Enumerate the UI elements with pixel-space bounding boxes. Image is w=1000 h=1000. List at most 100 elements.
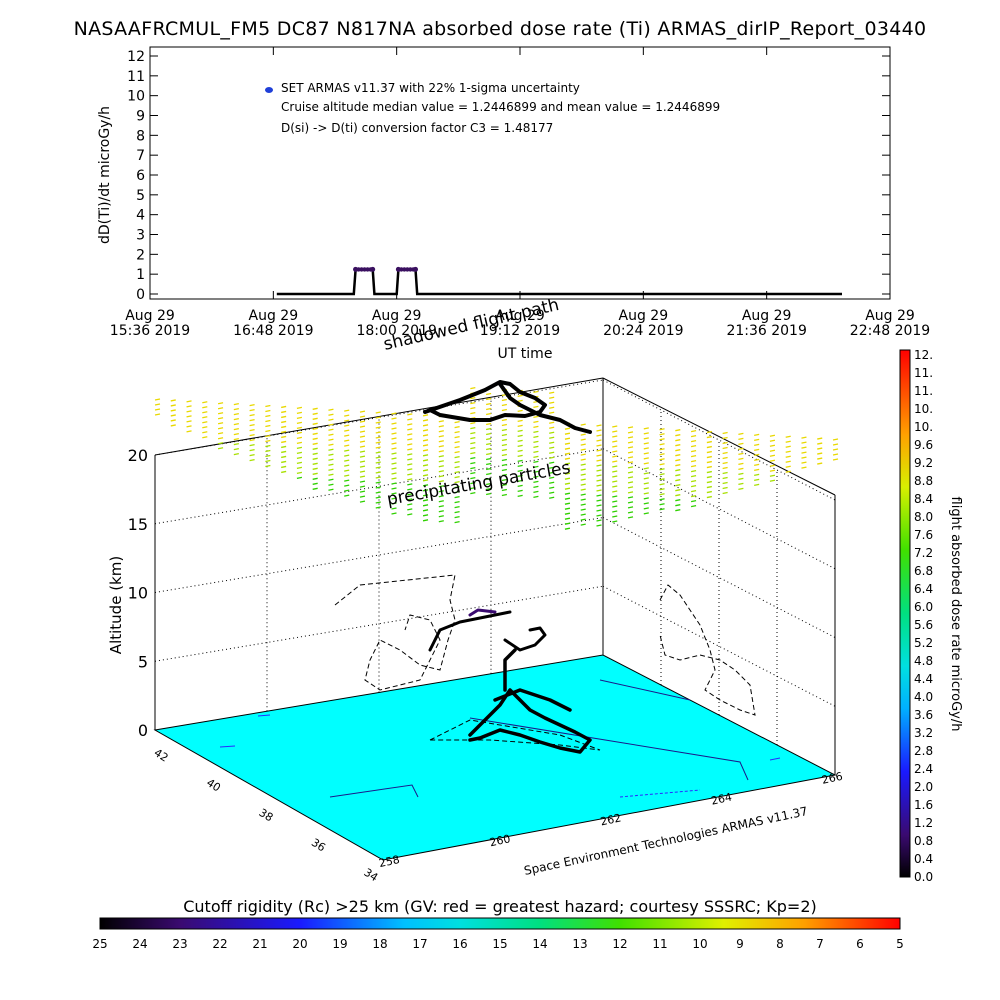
radiation-dash <box>533 455 539 458</box>
y-tick-label: 7 <box>136 148 145 164</box>
radiation-dash <box>407 488 413 491</box>
radiation-dash <box>612 455 618 458</box>
radiation-dash <box>375 411 381 414</box>
radiation-dash <box>817 437 823 440</box>
radiation-dash <box>470 466 476 470</box>
y-axis-label: dD(Ti)/dt microGy/h <box>97 106 113 244</box>
radiation-dash <box>438 500 444 503</box>
radiation-dash <box>659 453 665 456</box>
radiation-dash <box>296 406 303 410</box>
radiation-dash <box>296 456 303 460</box>
radiation-dash <box>438 480 444 483</box>
radiation-dash <box>407 483 413 486</box>
radiation-dash <box>470 421 476 425</box>
radiation-dash <box>643 502 649 505</box>
radiation-dash <box>281 405 287 409</box>
radiation-dash <box>517 484 523 488</box>
radiation-dash <box>328 438 334 441</box>
radiation-dash <box>454 461 460 464</box>
radiation-dash <box>454 521 460 524</box>
radiation-dash <box>832 443 839 446</box>
radiation-dash <box>675 499 681 502</box>
radiation-dash <box>596 474 602 477</box>
radiation-dash <box>375 486 381 489</box>
radiation-dash <box>422 489 429 492</box>
y-tick-label: 3 <box>136 228 145 244</box>
right-colorbar-tick: 12. <box>914 348 933 362</box>
radiation-dash <box>249 448 255 452</box>
radiation-dash <box>564 452 571 455</box>
right-colorbar-gradient <box>899 349 911 878</box>
radiation-dash <box>454 451 460 454</box>
radiation-dash <box>580 488 586 491</box>
radiation-dash <box>564 517 571 520</box>
radiation-dash <box>596 444 602 447</box>
y-tick-label: 8 <box>136 128 145 144</box>
radiation-dash <box>675 434 681 437</box>
radiation-dash <box>675 474 681 477</box>
radiation-dash <box>422 434 429 437</box>
radiation-dash <box>454 501 460 504</box>
radiation-dash <box>438 455 444 458</box>
radiation-dash <box>517 409 523 413</box>
radiation-dash <box>233 408 239 411</box>
radiation-dash <box>438 465 444 468</box>
right-colorbar-tick: 5.6 <box>914 618 933 632</box>
bottom-colorbar-tick: 14 <box>532 937 547 951</box>
radiation-dash <box>580 498 586 501</box>
radiation-dash <box>359 495 366 498</box>
altitude-ticks: 0 5 10 15 20 <box>128 446 148 740</box>
radiation-dash <box>454 516 460 519</box>
radiation-dash <box>722 476 728 480</box>
radiation-dash <box>454 486 460 489</box>
radiation-dash <box>564 497 571 500</box>
radiation-dash <box>564 477 571 480</box>
radiation-dash <box>517 419 523 423</box>
bottom-colorbar-tick: 17 <box>412 937 427 951</box>
radiation-dash <box>375 421 381 424</box>
radiation-dash <box>738 467 744 471</box>
radiation-dash <box>801 451 807 454</box>
radiation-dash <box>249 438 255 442</box>
radiation-dash <box>517 454 523 458</box>
radiation-dash <box>422 414 429 417</box>
radiation-dash <box>501 463 508 467</box>
bottom-colorbar-ticks: 25 24 23 22 21 20 19 18 17 16 15 14 13 12 11 10 9 8 7 6 5 <box>92 937 903 951</box>
radiation-dash <box>375 426 381 429</box>
radiation-dash <box>533 425 539 428</box>
right-colorbar-tick: 0.8 <box>914 834 933 848</box>
radiation-dash <box>501 473 508 477</box>
radiation-dash <box>706 435 712 439</box>
radiation-dash <box>690 434 697 438</box>
radiation-dash <box>817 462 823 465</box>
radiation-dash <box>485 437 492 441</box>
radiation-dash <box>754 483 760 486</box>
radiation-dash <box>722 436 728 440</box>
radiation-dash <box>643 492 649 495</box>
ground-line-4 <box>619 789 701 798</box>
radiation-dash <box>754 448 760 451</box>
radiation-dash <box>407 418 413 421</box>
bottom-colorbar-tick: 11 <box>652 937 667 951</box>
radiation-dash <box>375 436 381 439</box>
radiation-dash <box>517 479 523 483</box>
radiation-dash <box>422 499 429 502</box>
radiation-dash <box>328 448 334 451</box>
radiation-dash <box>391 427 397 430</box>
bottom-colorbar-tick: 12 <box>612 937 627 951</box>
radiation-dash <box>233 453 239 456</box>
latitude-tick-label: 38 <box>257 806 276 824</box>
radiation-dash <box>407 438 413 441</box>
radiation-dash <box>643 487 649 490</box>
radiation-dash <box>675 429 681 432</box>
radiation-dash <box>312 442 318 445</box>
back-wall-gridline <box>154 517 604 593</box>
radiation-dash <box>738 452 744 456</box>
radiation-dash <box>785 455 791 458</box>
radiation-dash <box>186 430 192 433</box>
radiation-dash <box>438 505 444 508</box>
radiation-dash <box>549 456 555 459</box>
radiation-dash <box>580 453 586 456</box>
radiation-dash <box>690 459 697 463</box>
radiation-dash <box>202 411 208 414</box>
